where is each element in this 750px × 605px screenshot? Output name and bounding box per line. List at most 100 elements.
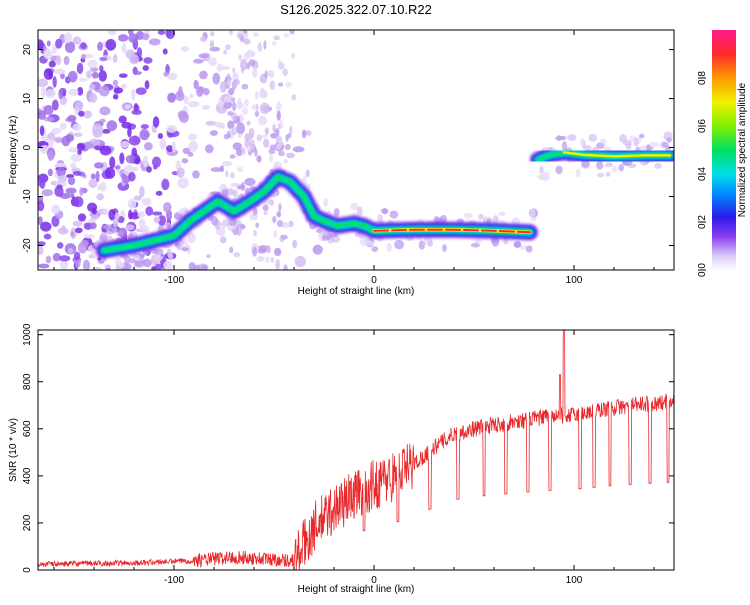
noise-speckle — [45, 255, 52, 264]
noise-speckle — [82, 259, 91, 270]
noise-speckle — [141, 197, 152, 206]
noise-speckle — [478, 213, 484, 220]
noise-speckle — [73, 251, 81, 261]
ridge-blob — [215, 199, 221, 204]
noise-speckle — [128, 135, 141, 146]
noise-speckle — [237, 33, 244, 39]
noise-speckle — [97, 41, 103, 52]
noise-speckle — [205, 120, 217, 126]
noise-speckle — [200, 264, 208, 270]
noise-speckle — [70, 231, 75, 238]
noise-speckle — [139, 225, 150, 234]
noise-speckle — [117, 181, 130, 191]
noise-speckle — [83, 110, 93, 119]
noise-speckle — [283, 33, 290, 38]
noise-speckle — [181, 158, 189, 164]
colorbar-tick-label: 0.6 — [697, 119, 708, 133]
noise-speckle — [155, 263, 164, 270]
noise-speckle — [474, 237, 482, 244]
noise-speckle — [275, 129, 280, 137]
noise-speckle — [167, 72, 178, 81]
noise-speckle — [199, 70, 208, 80]
noise-speckle — [176, 167, 185, 178]
noise-speckle — [246, 62, 251, 70]
noise-speckle — [279, 119, 284, 129]
chart-title: S126.2025.322.07.10.R22 — [280, 2, 432, 17]
noise-speckle — [135, 87, 147, 95]
noise-speckle — [72, 36, 82, 45]
noise-speckle — [127, 126, 132, 138]
y-tick-label: -10 — [22, 189, 33, 204]
y-tick-label: 200 — [22, 514, 33, 531]
noise-speckle — [209, 40, 215, 49]
noise-speckle — [204, 144, 214, 154]
noise-speckle — [264, 127, 270, 136]
noise-speckle — [305, 169, 310, 178]
noise-speckle — [165, 30, 176, 40]
colorbar-tick-label: 0.2 — [697, 215, 708, 229]
noise-speckle — [256, 134, 263, 142]
noise-speckle — [116, 230, 125, 237]
noise-speckle — [254, 148, 258, 157]
noise-speckle — [231, 126, 238, 136]
noise-speckle — [356, 206, 363, 216]
noise-speckle — [142, 155, 148, 168]
noise-speckle — [540, 171, 551, 182]
noise-speckle — [513, 241, 522, 248]
noise-speckle — [64, 32, 73, 44]
noise-speckle — [73, 196, 84, 208]
noise-speckle — [99, 106, 111, 116]
noise-speckle — [143, 57, 153, 64]
noise-speckle — [162, 48, 168, 55]
noise-speckle — [87, 59, 98, 69]
noise-speckle — [244, 177, 256, 186]
noise-speckle — [85, 70, 92, 79]
noise-speckle — [654, 163, 662, 169]
noise-speckle — [359, 238, 369, 246]
noise-speckle — [55, 54, 62, 66]
noise-speckle — [38, 263, 50, 269]
noise-speckle — [588, 133, 598, 142]
noise-speckle — [276, 101, 282, 112]
noise-speckle — [252, 207, 258, 216]
noise-speckle — [51, 99, 59, 111]
noise-speckle — [275, 258, 281, 269]
noise-speckle — [246, 120, 251, 126]
noise-speckle — [88, 83, 96, 91]
noise-speckle — [329, 232, 338, 238]
noise-speckle — [241, 107, 249, 115]
y-tick-label: -20 — [22, 238, 33, 253]
noise-speckle — [68, 147, 79, 153]
noise-speckle — [241, 181, 245, 192]
noise-speckle — [64, 41, 76, 53]
noise-speckle — [201, 104, 211, 111]
noise-speckle — [140, 124, 149, 130]
noise-speckle — [233, 252, 240, 258]
noise-speckle — [274, 247, 282, 257]
noise-speckle — [187, 100, 200, 108]
noise-speckle — [112, 94, 119, 100]
noise-speckle — [88, 178, 98, 189]
noise-speckle — [278, 150, 285, 157]
noise-speckle — [271, 41, 277, 46]
noise-speckle — [248, 139, 255, 149]
noise-speckle — [145, 206, 154, 216]
noise-speckle — [252, 31, 259, 37]
noise-speckle — [43, 49, 53, 60]
noise-speckle — [159, 138, 167, 150]
noise-speckle — [253, 229, 257, 237]
ridge-blob — [335, 223, 341, 228]
ridge-blob — [187, 219, 193, 224]
noise-speckle — [266, 244, 271, 254]
noise-speckle — [54, 162, 67, 168]
noise-speckle — [259, 102, 271, 115]
noise-speckle — [269, 80, 276, 91]
y-tick-label: 600 — [22, 420, 33, 437]
noise-speckle — [142, 258, 152, 268]
noise-speckle — [177, 110, 188, 120]
noise-speckle — [105, 227, 116, 235]
y-tick-label: 20 — [22, 44, 33, 56]
noise-speckle — [132, 166, 139, 171]
noise-speckle — [265, 256, 270, 264]
